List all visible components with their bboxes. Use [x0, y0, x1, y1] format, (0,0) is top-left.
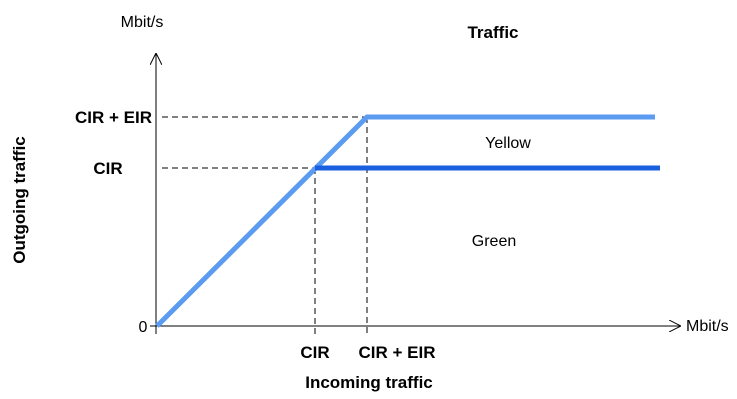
cir-eir-curve [155, 114, 655, 328]
x-axis-label: Incoming traffic [305, 373, 433, 392]
x-tick-cir: CIR [300, 343, 329, 362]
x-axis-unit: Mbit/s [686, 318, 729, 335]
region-green-label: Green [472, 233, 516, 250]
region-yellow-label: Yellow [485, 135, 531, 152]
y-tick-cir: CIR [93, 159, 122, 178]
x-tick-cir-eir: CIR + EIR [359, 343, 436, 362]
y-axis-unit: Mbit/s [121, 14, 164, 31]
y-tick-cir-eir: CIR + EIR [75, 108, 152, 127]
y-tick-zero: 0 [139, 319, 148, 336]
diagram-title: Traffic [467, 23, 518, 42]
y-axis-label: Outgoing traffic [10, 136, 29, 263]
